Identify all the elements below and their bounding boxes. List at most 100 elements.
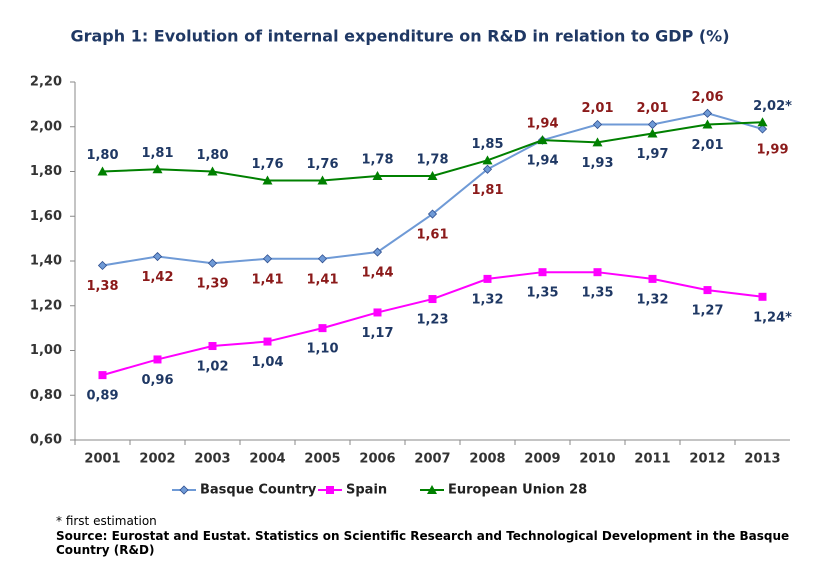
legend-label: Spain <box>346 483 387 498</box>
x-tick-label: 2004 <box>249 452 285 467</box>
marker <box>648 274 657 283</box>
marker <box>427 209 438 219</box>
marker <box>482 155 493 165</box>
x-tick-label: 2009 <box>524 452 560 467</box>
x-tick-label: 2013 <box>744 452 780 467</box>
data-label: 2,01 <box>581 101 613 116</box>
data-label: 1,38 <box>86 279 118 294</box>
marker <box>372 170 383 180</box>
marker <box>427 170 438 180</box>
y-tick-label: 1,80 <box>30 164 62 179</box>
data-label: 1,32 <box>636 292 668 307</box>
marker <box>207 166 218 176</box>
footnote: * first estimation <box>56 514 157 528</box>
data-label: 1,10 <box>306 342 338 357</box>
data-label: 2,06 <box>691 90 723 105</box>
data-label: 1,94 <box>526 117 558 132</box>
data-label: 1,24* <box>753 310 792 325</box>
x-tick-label: 2008 <box>469 452 505 467</box>
data-label: 0,89 <box>86 389 118 404</box>
x-tick-label: 2002 <box>139 452 175 467</box>
marker <box>592 119 603 130</box>
marker <box>538 268 547 277</box>
y-tick-label: 1,00 <box>30 343 62 358</box>
marker <box>592 137 603 147</box>
data-label: 1,04 <box>251 355 283 370</box>
marker <box>152 164 163 174</box>
x-tick-label: 2006 <box>359 452 395 467</box>
data-label: 1,44 <box>361 266 393 281</box>
data-label: 1,97 <box>636 147 668 162</box>
marker <box>373 308 382 317</box>
marker <box>647 128 658 138</box>
marker <box>482 164 493 174</box>
marker <box>98 371 107 380</box>
data-label: 1,17 <box>361 326 393 341</box>
data-label: 1,78 <box>416 152 448 167</box>
data-label: 2,02* <box>753 99 792 114</box>
marker <box>702 108 713 118</box>
series-line <box>102 112 763 267</box>
y-tick-label: 0,60 <box>30 433 62 448</box>
legend-label: European Union 28 <box>448 483 587 498</box>
x-tick-label: 2012 <box>689 452 725 467</box>
data-label: 0,96 <box>141 373 173 388</box>
data-label: 1,41 <box>306 272 338 287</box>
y-tick-label: 0,80 <box>30 388 62 403</box>
source: Source: Eurostat and Eustat. Statistics … <box>56 529 790 557</box>
marker <box>153 355 162 364</box>
marker <box>207 258 218 268</box>
marker <box>208 342 217 351</box>
marker <box>97 166 108 176</box>
x-tick-label: 2005 <box>304 452 340 467</box>
data-label: 1,35 <box>581 286 613 301</box>
data-label: 1,23 <box>416 313 448 328</box>
data-label: 2,01 <box>691 138 723 153</box>
data-label: 1,39 <box>196 277 228 292</box>
data-label: 1,93 <box>581 156 613 171</box>
marker <box>758 292 767 301</box>
y-tick-label: 1,20 <box>30 298 62 313</box>
marker <box>263 337 272 346</box>
data-label: 1,27 <box>691 304 723 319</box>
x-tick-label: 2003 <box>194 452 230 467</box>
marker <box>647 119 658 130</box>
marker <box>702 119 713 129</box>
data-label: 1,80 <box>196 148 228 163</box>
data-label: 1,61 <box>416 228 448 243</box>
marker <box>537 135 548 145</box>
data-label: 1,02 <box>196 360 228 375</box>
y-tick-label: 1,40 <box>30 254 62 269</box>
legend-label: Basque Country <box>200 483 317 498</box>
legend-marker <box>427 485 437 494</box>
y-tick-label: 2,20 <box>30 75 62 90</box>
marker <box>372 247 383 257</box>
data-label: 2,01 <box>636 101 668 116</box>
marker <box>97 260 108 271</box>
marker <box>703 286 712 295</box>
data-label: 1,32 <box>471 292 503 307</box>
marker <box>483 274 492 283</box>
data-label: 1,35 <box>526 286 558 301</box>
chart-title: Graph 1: Evolution of internal expenditu… <box>70 27 729 46</box>
marker <box>262 254 273 264</box>
marker <box>262 175 273 185</box>
x-tick-label: 2001 <box>84 452 120 467</box>
legend-marker <box>326 486 334 494</box>
y-tick-label: 1,60 <box>30 209 62 224</box>
x-tick-label: 2010 <box>579 452 615 467</box>
data-label: 1,78 <box>361 152 393 167</box>
marker <box>317 175 328 185</box>
data-label: 1,42 <box>141 270 173 285</box>
data-label: 1,81 <box>141 146 173 161</box>
marker <box>152 251 163 262</box>
marker <box>757 124 768 134</box>
marker <box>757 117 768 127</box>
data-label: 1,85 <box>471 137 503 152</box>
legend-marker <box>179 485 189 495</box>
chart: Graph 1: Evolution of internal expenditu… <box>30 27 792 498</box>
data-label: 1,76 <box>306 157 338 172</box>
y-tick-label: 2,00 <box>30 119 62 134</box>
x-tick-label: 2007 <box>414 452 450 467</box>
